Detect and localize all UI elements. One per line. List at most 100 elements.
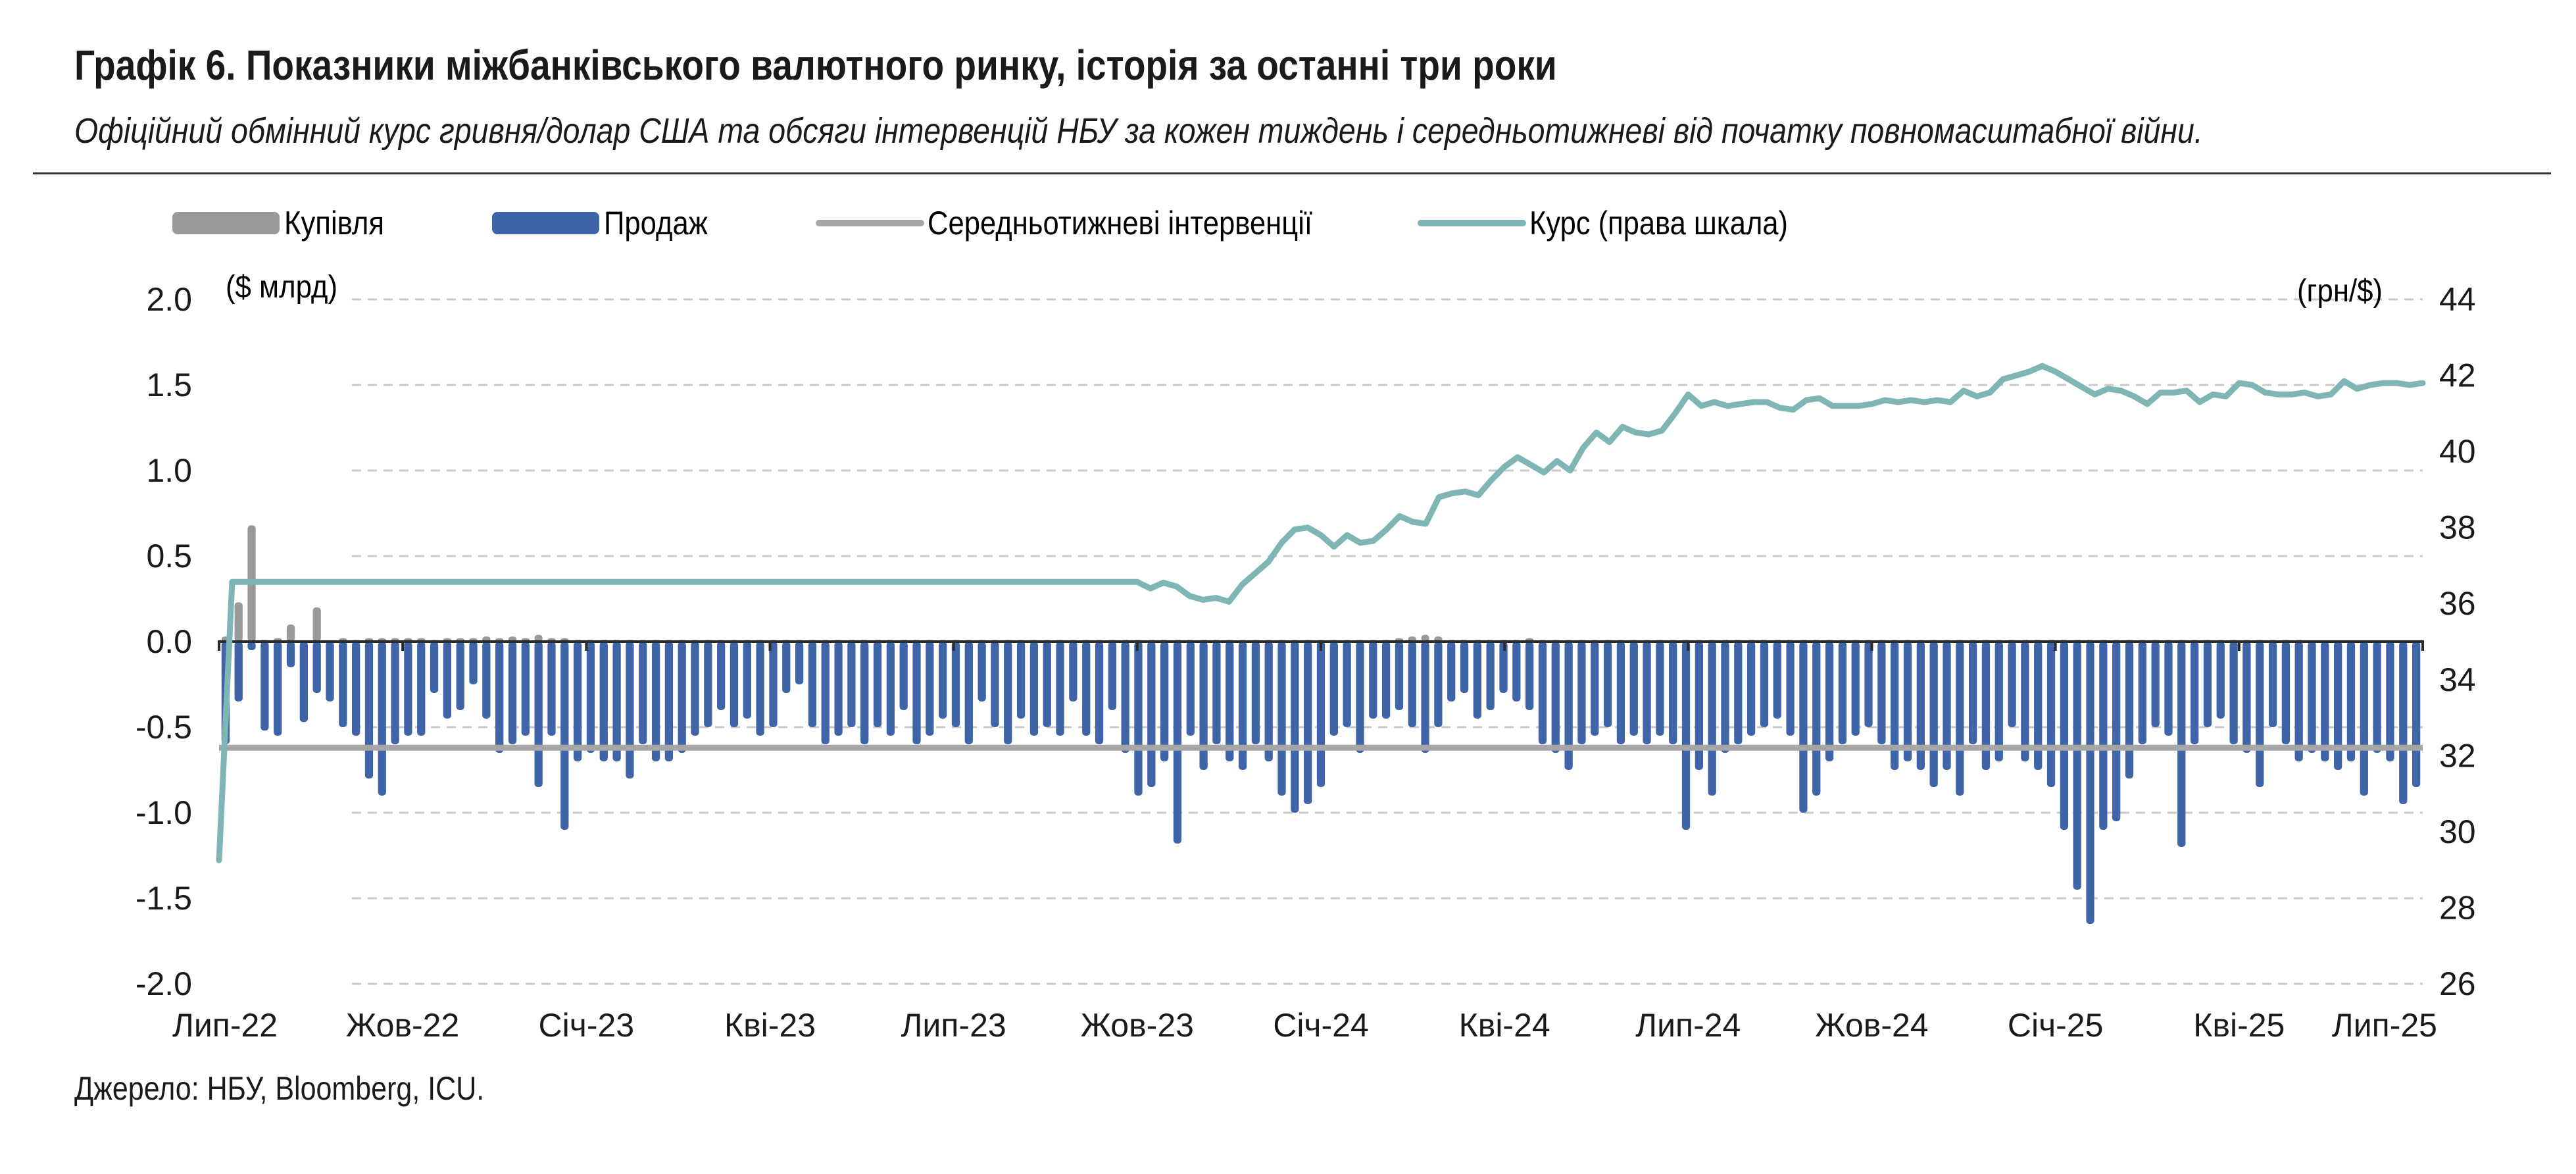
sell-bar	[678, 642, 686, 753]
sell-bar	[286, 642, 295, 667]
sell-bar	[1304, 642, 1312, 804]
sell-bar	[1864, 642, 1873, 727]
chart-subtitle: Офіційний обмінний курс гривня/долар США…	[74, 111, 2203, 151]
sell-bar	[1669, 642, 1677, 744]
sell-bar	[808, 642, 817, 727]
left-tick-label: -2.0	[136, 965, 192, 1002]
sell-bar	[1603, 642, 1612, 727]
sell-bar	[430, 642, 439, 693]
sell-bar	[260, 642, 269, 731]
sell-bar	[2229, 642, 2238, 744]
right-tick-label: 26	[2439, 965, 2476, 1002]
sell-bar	[834, 642, 843, 736]
sell-bar	[2308, 642, 2316, 753]
gridlines	[352, 298, 2423, 985]
sell-bar	[2151, 642, 2160, 727]
sell-bar	[1981, 642, 1991, 770]
buy-bar	[534, 634, 543, 642]
sell-bar	[1316, 642, 1325, 787]
sell-bars	[221, 642, 2421, 924]
sell-bar	[351, 642, 360, 736]
sell-bar	[1251, 642, 1260, 744]
x-axis: Лип-22 Жов-22 Січ-23 Кві-23 Лип-23 Жов-23 Січ-…	[172, 1007, 2437, 1044]
sell-bar	[1994, 642, 2003, 761]
sell-bar	[1643, 642, 1651, 744]
sell-bar	[782, 642, 791, 693]
sell-bar	[964, 642, 973, 744]
sell-bar	[1212, 642, 1221, 744]
sell-bar	[821, 642, 830, 744]
legend: Купівля Продаж Середньотижневі інтервенц…	[172, 205, 1788, 242]
sell-bar	[1591, 642, 1599, 736]
x-tick-label: Жов-22	[346, 1007, 459, 1044]
sell-bar	[391, 642, 399, 744]
x-tick-label: Жов-23	[1081, 1007, 1194, 1044]
sell-bar	[2281, 642, 2291, 744]
sell-bar	[1056, 642, 1064, 736]
sell-bar	[247, 642, 256, 650]
buy-bar	[286, 625, 295, 642]
left-axis: 2.0 1.5 1.0 0.5 0.0 -0.5 -1.0 -1.5 -2.0	[136, 281, 192, 1002]
sell-bar	[1108, 642, 1116, 710]
sell-bar	[1186, 642, 1195, 736]
sell-bar	[2086, 642, 2094, 924]
sell-bar	[1851, 642, 1860, 736]
sell-bar	[756, 642, 764, 736]
sell-bar	[404, 642, 412, 736]
sell-bar	[1199, 642, 1208, 770]
sell-bar	[704, 642, 712, 727]
sell-bar	[547, 642, 556, 736]
sell-bar	[730, 642, 739, 727]
x-tick-label: Січ-23	[539, 1007, 635, 1044]
legend-label-buy: Купівля	[284, 205, 384, 242]
sell-bar	[1029, 642, 1039, 736]
sell-bar	[1812, 642, 1821, 796]
sell-bar	[599, 642, 608, 761]
sell-bar	[1968, 642, 1977, 744]
sell-bar	[1277, 642, 1286, 796]
sell-bar	[951, 642, 960, 727]
sell-bar	[1616, 642, 1625, 744]
sell-bar	[1291, 642, 1299, 813]
sell-bar	[378, 642, 386, 796]
left-tick-label: 2.0	[146, 281, 192, 318]
sell-bar	[1656, 642, 1664, 736]
legend-swatch-buy	[172, 212, 280, 234]
sell-bar	[978, 642, 986, 702]
sell-bar	[2321, 642, 2329, 761]
sell-bar	[795, 642, 804, 684]
sell-bar	[2360, 642, 2368, 796]
sell-bar	[2112, 642, 2121, 821]
sell-bar	[1721, 642, 1729, 753]
sell-bar	[1916, 642, 1925, 770]
sell-bar	[1551, 642, 1560, 753]
sell-bar	[2125, 642, 2134, 778]
sell-bar	[1903, 642, 1912, 761]
sell-bar	[1943, 642, 1951, 770]
sell-bar	[1681, 642, 1691, 830]
sell-bar	[1838, 642, 1847, 744]
sell-bar	[1708, 642, 1716, 796]
sell-bar	[860, 642, 869, 744]
left-tick-label: 1.5	[146, 367, 192, 403]
sell-bar	[1069, 642, 1077, 702]
legend-label-average: Середньотижневі інтервенції	[928, 205, 1312, 242]
sell-bar	[1773, 642, 1781, 719]
x-tick-label: Лип-22	[172, 1007, 278, 1044]
buy-bar	[312, 607, 321, 642]
sell-bar	[508, 642, 517, 744]
sell-bar	[912, 642, 921, 744]
sell-bar	[664, 642, 674, 761]
x-tick-label: Лип-23	[901, 1007, 1006, 1044]
sell-bar	[326, 642, 334, 702]
sell-bar	[2034, 642, 2043, 770]
sell-bar	[2294, 642, 2303, 761]
interventions-chart: Купівля Продаж Середньотижневі інтервенц…	[136, 205, 2476, 1044]
sell-bar	[899, 642, 908, 710]
sell-bar	[743, 642, 751, 719]
sell-bar	[1486, 642, 1495, 710]
sell-bar	[1160, 642, 1169, 761]
right-axis-unit: (грн/$)	[2297, 274, 2383, 309]
right-tick-label: 30	[2439, 813, 2476, 850]
sell-bar	[1434, 642, 1443, 727]
